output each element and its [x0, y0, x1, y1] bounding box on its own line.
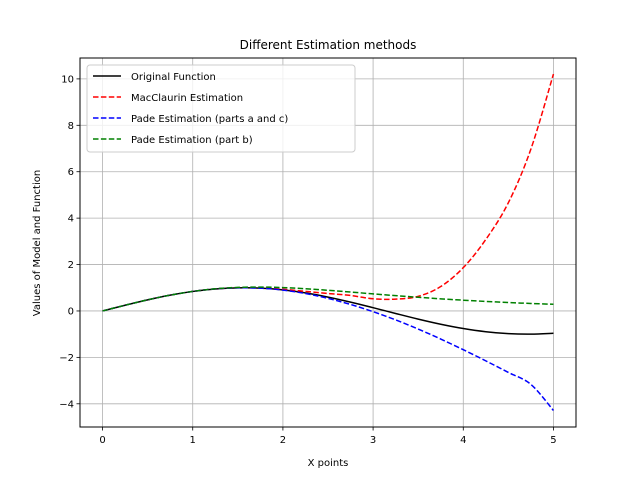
- x-tick-label: 2: [280, 435, 286, 446]
- y-tick-label: −4: [59, 399, 74, 410]
- y-axis-title: Values of Model and Function: [32, 170, 43, 316]
- plot-frame: [79, 57, 577, 428]
- y-tick-label: 4: [68, 214, 74, 225]
- y-tick-label: 6: [68, 167, 74, 178]
- legend: Original Function MacClaurin Estimation Pa…: [86, 64, 356, 153]
- x-tick-label: 1: [190, 435, 196, 446]
- chart-title: Different Estimation methods: [240, 38, 417, 52]
- x-tick-label: 3: [370, 435, 376, 446]
- legend-label-4: Pade Estimation (part b): [131, 135, 253, 146]
- legend-box: [86, 64, 356, 153]
- legend-label-2: MacClaurin Estimation: [131, 93, 243, 104]
- series-line-4: [102, 286, 554, 312]
- x-tick-label: 4: [460, 435, 466, 446]
- legend-label-3: Pade Estimation (parts a and c): [131, 114, 288, 125]
- y-tick-label: 10: [61, 74, 74, 85]
- y-tick-label: 8: [68, 121, 74, 132]
- x-axis-title: X points: [308, 458, 349, 469]
- x-tick-label: 0: [99, 435, 105, 446]
- x-tick-label: 5: [550, 435, 556, 446]
- y-tick-label: −2: [59, 353, 74, 364]
- legend-label-1: Original Function: [131, 72, 216, 83]
- ticks: 0 1 2 3 4 5 −4 −2 0 2 4 6 8 10: [59, 74, 556, 446]
- y-tick-label: 0: [68, 306, 74, 317]
- series-layer: [102, 73, 555, 411]
- y-tick-label: 2: [68, 260, 74, 271]
